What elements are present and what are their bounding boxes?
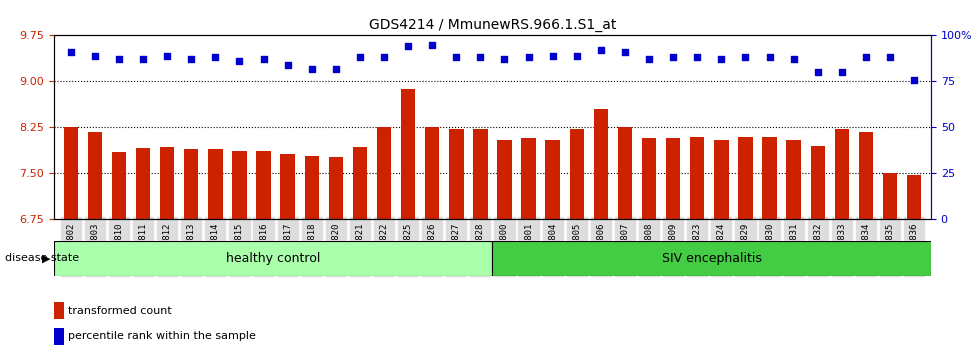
- Bar: [54, 328, 65, 345]
- Bar: [87, 132, 102, 354]
- Point: [761, 55, 777, 60]
- Point: [256, 57, 271, 62]
- Bar: [858, 132, 873, 354]
- Bar: [425, 127, 439, 354]
- Bar: [738, 137, 753, 354]
- Bar: [714, 140, 728, 354]
- Bar: [328, 157, 343, 354]
- Bar: [617, 127, 632, 354]
- Bar: [64, 127, 78, 354]
- Point: [689, 55, 705, 60]
- Point: [738, 55, 754, 60]
- FancyBboxPatch shape: [54, 241, 492, 276]
- Point: [111, 57, 126, 62]
- Point: [593, 47, 609, 53]
- Point: [497, 57, 513, 62]
- Bar: [376, 127, 391, 354]
- Point: [160, 53, 175, 58]
- Bar: [810, 146, 825, 354]
- Bar: [666, 138, 680, 354]
- Text: transformed count: transformed count: [68, 306, 172, 316]
- Bar: [690, 137, 705, 354]
- Bar: [521, 138, 536, 354]
- Bar: [762, 137, 777, 354]
- Point: [376, 55, 392, 60]
- Point: [472, 55, 488, 60]
- Point: [786, 57, 802, 62]
- Text: percentile rank within the sample: percentile rank within the sample: [68, 331, 256, 341]
- Point: [208, 55, 223, 60]
- Bar: [835, 129, 849, 354]
- FancyBboxPatch shape: [492, 241, 931, 276]
- Bar: [232, 151, 247, 354]
- Point: [280, 62, 296, 68]
- Point: [424, 42, 440, 47]
- Point: [569, 53, 585, 58]
- Bar: [257, 151, 270, 354]
- Bar: [401, 89, 416, 354]
- Point: [449, 55, 465, 60]
- Text: disease state: disease state: [5, 253, 79, 263]
- Point: [906, 77, 922, 82]
- Point: [304, 66, 319, 72]
- Bar: [473, 129, 488, 354]
- Bar: [906, 175, 921, 354]
- Bar: [353, 147, 368, 354]
- Bar: [569, 129, 584, 354]
- Point: [352, 55, 368, 60]
- Bar: [883, 173, 898, 354]
- Bar: [497, 140, 512, 354]
- Point: [183, 57, 199, 62]
- Bar: [594, 109, 609, 354]
- Bar: [112, 152, 126, 354]
- Point: [665, 55, 681, 60]
- Text: healthy control: healthy control: [226, 252, 320, 265]
- Point: [713, 57, 729, 62]
- Bar: [54, 302, 65, 319]
- Text: ▶: ▶: [42, 253, 51, 263]
- Point: [834, 69, 850, 75]
- Point: [809, 69, 825, 75]
- Point: [882, 55, 898, 60]
- Bar: [160, 147, 174, 354]
- Bar: [786, 140, 801, 354]
- Bar: [449, 129, 464, 354]
- Point: [400, 44, 416, 49]
- Bar: [208, 149, 222, 354]
- Point: [231, 58, 247, 64]
- Point: [858, 55, 874, 60]
- Point: [135, 57, 151, 62]
- Bar: [280, 154, 295, 354]
- Bar: [642, 138, 657, 354]
- Point: [641, 57, 657, 62]
- Point: [63, 49, 78, 55]
- Point: [545, 53, 561, 58]
- Bar: [305, 156, 318, 354]
- Point: [328, 66, 344, 72]
- Text: SIV encephalitis: SIV encephalitis: [662, 252, 761, 265]
- Bar: [184, 149, 199, 354]
- Text: GDS4214 / MmunewRS.966.1.S1_at: GDS4214 / MmunewRS.966.1.S1_at: [368, 18, 616, 32]
- Bar: [136, 148, 150, 354]
- Point: [617, 49, 633, 55]
- Point: [520, 55, 536, 60]
- Bar: [546, 140, 560, 354]
- Point: [87, 53, 103, 58]
